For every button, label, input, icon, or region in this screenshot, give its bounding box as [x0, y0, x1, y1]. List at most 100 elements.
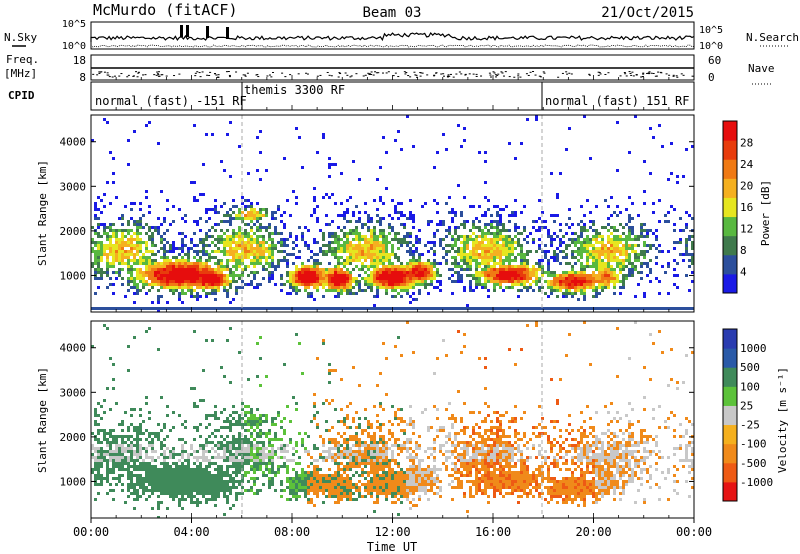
velocity-cell	[160, 468, 163, 471]
power-cell	[472, 205, 475, 208]
velocity-cell	[319, 435, 322, 438]
velocity-cell	[145, 402, 148, 405]
power-cell	[334, 247, 337, 250]
power-cell	[223, 283, 226, 286]
velocity-cell	[244, 453, 247, 456]
power-cell	[232, 271, 235, 274]
power-cell	[190, 289, 193, 292]
velocity-cell	[193, 405, 196, 408]
power-cell	[499, 307, 502, 310]
power-cell	[436, 274, 439, 277]
velocity-cell	[322, 486, 325, 489]
power-cell	[589, 256, 592, 259]
nave-point	[268, 74, 271, 76]
power-cell	[625, 250, 628, 253]
velocity-cell	[193, 474, 196, 477]
power-cell	[406, 235, 409, 238]
power-cell	[463, 235, 466, 238]
velocity-cell	[283, 417, 286, 420]
power-cell	[589, 265, 592, 268]
power-cell	[433, 259, 436, 262]
velocity-cell	[106, 441, 109, 444]
nave-point	[446, 76, 449, 78]
velocity-cell	[277, 465, 280, 468]
power-cell	[475, 256, 478, 259]
velocity-cell	[277, 438, 280, 441]
power-cell	[184, 235, 187, 238]
power-cell	[148, 271, 151, 274]
velocity-cell	[157, 480, 160, 483]
power-cell	[472, 274, 475, 277]
power-cell	[172, 292, 175, 295]
power-cell	[544, 244, 547, 247]
power-cell	[166, 241, 169, 244]
power-cell	[226, 241, 229, 244]
power-cell	[247, 307, 250, 310]
velocity-cell	[127, 483, 130, 486]
power-cell	[271, 217, 274, 220]
power-cell	[502, 268, 505, 271]
power-cell	[577, 259, 580, 262]
power-cell	[439, 307, 442, 310]
velocity-cell	[232, 471, 235, 474]
power-cell	[373, 277, 376, 280]
power-cell	[577, 250, 580, 253]
power-cell	[115, 256, 118, 259]
power-cell	[586, 250, 589, 253]
power-cell	[574, 292, 577, 295]
velocity-cell	[181, 450, 184, 453]
velocity-cell	[148, 462, 151, 465]
power-cell	[253, 253, 256, 256]
nave-point	[534, 74, 537, 76]
power-cell	[178, 259, 181, 262]
velocity-cell	[232, 465, 235, 468]
power-cell	[385, 247, 388, 250]
power-cell	[481, 307, 484, 310]
power-cell	[511, 268, 514, 271]
power-cell	[334, 286, 337, 289]
power-cell	[268, 271, 271, 274]
power-cell	[508, 274, 511, 277]
power-cell	[691, 235, 694, 238]
power-cell	[97, 286, 100, 289]
power-cell	[430, 265, 433, 268]
power-cell	[580, 232, 583, 235]
power-cell	[379, 286, 382, 289]
power-cell	[331, 241, 334, 244]
power-cell	[418, 229, 421, 232]
velocity-cell	[130, 474, 133, 477]
power-cell	[211, 283, 214, 286]
power-cell	[334, 268, 337, 271]
velocity-cell	[205, 441, 208, 444]
power-cell	[193, 280, 196, 283]
power-cell	[406, 265, 409, 268]
velocity-cell	[136, 474, 139, 477]
power-cell	[328, 166, 331, 169]
velocity-cell	[115, 465, 118, 468]
power-cell	[100, 244, 103, 247]
power-cell	[157, 229, 160, 232]
power-cell	[298, 268, 301, 271]
power-cell	[622, 259, 625, 262]
power-cell	[628, 229, 631, 232]
velocity-cell	[214, 417, 217, 420]
velocity-cell	[217, 465, 220, 468]
power-cell	[583, 298, 586, 301]
power-cell	[409, 250, 412, 253]
power-cell	[145, 244, 148, 247]
power-cell	[220, 160, 223, 163]
power-cell	[220, 307, 223, 310]
power-cell	[553, 307, 556, 310]
power-cell	[460, 250, 463, 253]
power-cell	[244, 232, 247, 235]
velocity-cell	[265, 468, 268, 471]
power-cell	[649, 307, 652, 310]
power-cell	[256, 250, 259, 253]
power-cell	[382, 229, 385, 232]
power-cell	[373, 250, 376, 253]
power-cell	[598, 265, 601, 268]
velocity-cell	[268, 486, 271, 489]
power-cell	[553, 232, 556, 235]
power-cell	[415, 247, 418, 250]
power-cell	[559, 229, 562, 232]
